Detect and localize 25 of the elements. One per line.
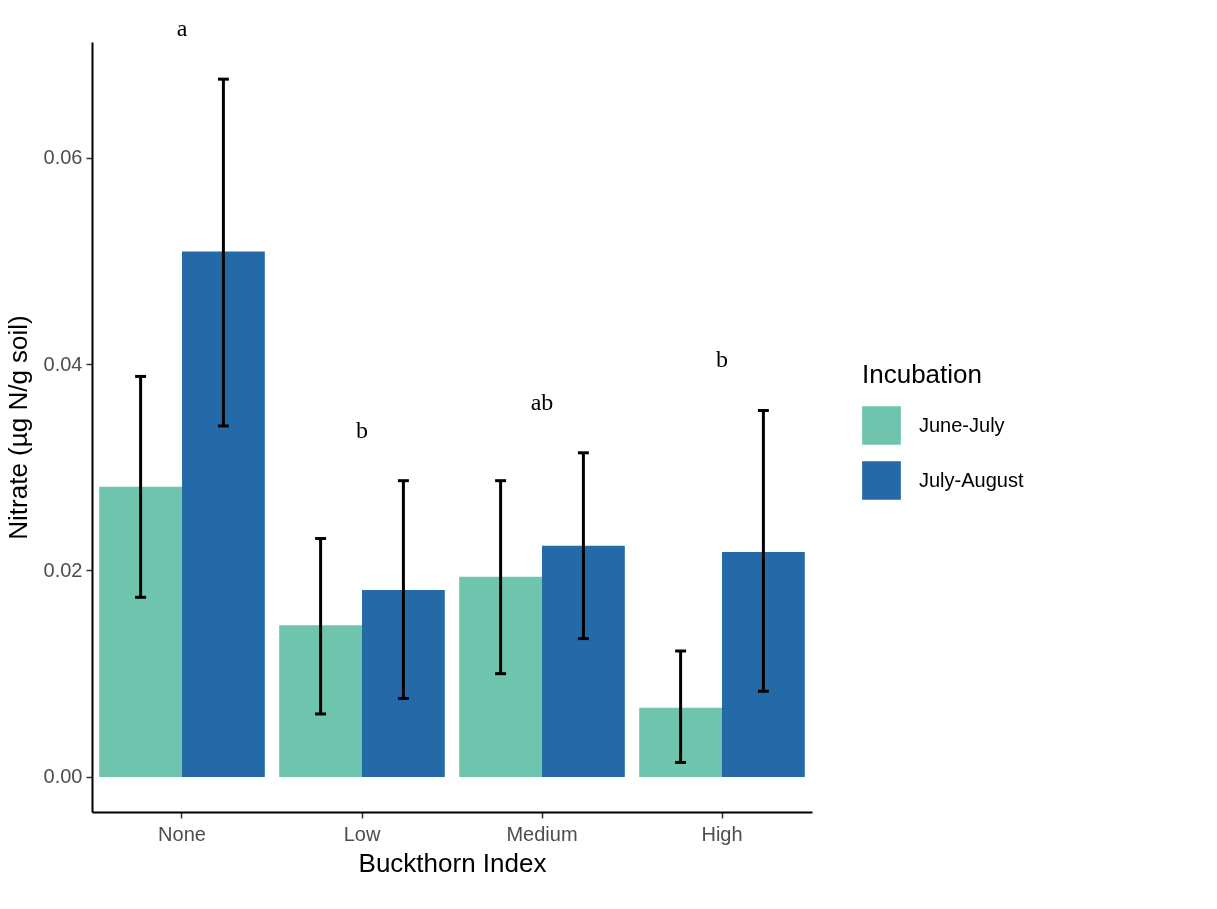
bar bbox=[639, 707, 722, 777]
legend-label: July-August bbox=[919, 468, 1024, 491]
y-tick-label: 0.04 bbox=[43, 352, 83, 375]
y-tick-label: 0.02 bbox=[43, 558, 83, 581]
y-tick-label: 0.06 bbox=[43, 146, 83, 169]
annotation: ab bbox=[530, 388, 554, 415]
legend-title: Incubation bbox=[862, 359, 982, 389]
x-axis-title: Buckthorn Index bbox=[358, 847, 547, 878]
x-tick-label: None bbox=[158, 822, 206, 845]
x-tick-label: High bbox=[701, 822, 743, 845]
legend-label: June-July bbox=[919, 413, 1005, 436]
text: a bbox=[176, 15, 188, 42]
x-tick-label: Medium bbox=[506, 822, 578, 845]
bar bbox=[459, 576, 542, 777]
bar bbox=[722, 551, 805, 777]
bar bbox=[542, 545, 625, 777]
annotation: b bbox=[716, 346, 728, 373]
bar bbox=[99, 486, 182, 777]
y-axis-title: Nitrate (µg N/g soil) bbox=[2, 315, 33, 540]
x-tick-label: Low bbox=[343, 822, 381, 845]
bar bbox=[279, 625, 362, 777]
annotation: b bbox=[356, 416, 368, 443]
y-tick-label: 0.00 bbox=[43, 765, 83, 788]
bar bbox=[362, 590, 445, 777]
bar bbox=[182, 251, 265, 777]
